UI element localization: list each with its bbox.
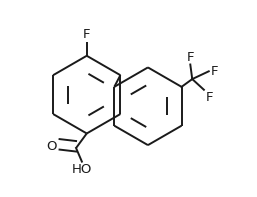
- Text: O: O: [47, 140, 57, 153]
- Text: HO: HO: [72, 163, 92, 176]
- Text: F: F: [211, 65, 218, 78]
- Text: F: F: [206, 91, 213, 104]
- Text: F: F: [187, 51, 194, 64]
- Text: F: F: [83, 28, 90, 41]
